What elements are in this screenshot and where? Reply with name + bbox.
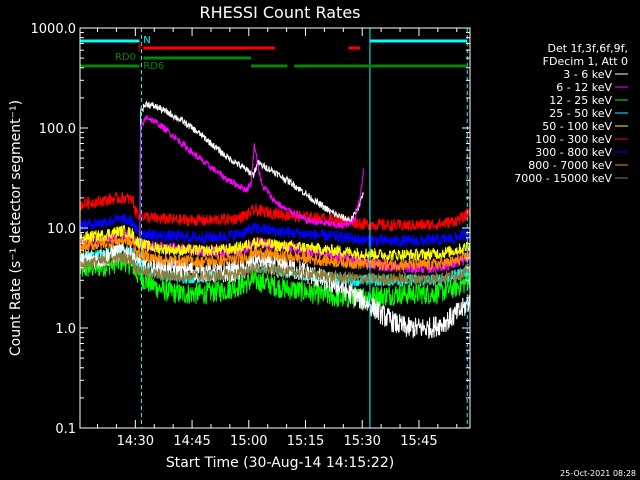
series-12-25-kevkev-line bbox=[79, 251, 471, 309]
series-100-300-kevkev-line bbox=[79, 191, 471, 232]
flag-label-f: F bbox=[138, 43, 144, 54]
flag-label-n: N bbox=[143, 35, 150, 46]
legend-entry-label: 100 - 300 keV bbox=[535, 133, 612, 146]
chart-title: RHESSI Count Rates bbox=[200, 3, 361, 22]
x-tick-label: 15:45 bbox=[400, 434, 437, 449]
y-tick-label: 100.0 bbox=[39, 122, 76, 137]
legend-entry-label: 800 - 7000 keV bbox=[528, 159, 612, 172]
flag-label-rd0: RD0 bbox=[115, 52, 136, 63]
legend-header-line-0: Det 1f,3f,6f,9f, bbox=[547, 42, 628, 55]
y-axis-label: Count Rate (s⁻¹ detector segment⁻¹) bbox=[8, 100, 24, 356]
series-300-800-kevkev-line bbox=[79, 213, 471, 248]
legend-entry-label: 300 - 800 keV bbox=[535, 146, 612, 159]
series-50-100-kevkev-line bbox=[79, 225, 471, 261]
legend-entry-label: 12 - 25 keV bbox=[549, 94, 612, 107]
legend-entry-label: 7000 - 15000 keV bbox=[514, 172, 612, 185]
x-tick-label: 14:30 bbox=[117, 434, 154, 449]
flag-label-rd6: RD6 bbox=[143, 61, 164, 72]
y-tick-label: 1000.0 bbox=[31, 22, 77, 37]
legend-entry-label: 25 - 50 keV bbox=[549, 107, 612, 120]
x-axis-label: Start Time (30-Aug-14 14:15:22) bbox=[166, 455, 394, 471]
x-tick-label: 15:00 bbox=[230, 434, 267, 449]
y-tick-label: 10.0 bbox=[47, 222, 76, 237]
legend-entry-label: 6 - 12 keV bbox=[556, 81, 612, 94]
legend-header-line-1: FDecim 1, Att 0 bbox=[543, 55, 628, 68]
series-800-7000-kevkev-line bbox=[79, 234, 471, 271]
legend-entry-label: 50 - 100 keV bbox=[542, 120, 612, 133]
series-3-6-kevkev-line bbox=[79, 240, 471, 339]
series-7000-15000-kevkev-line bbox=[79, 251, 471, 286]
y-tick-label: 0.1 bbox=[55, 422, 76, 437]
legend-entry-label: 3 - 6 keV bbox=[563, 68, 612, 81]
y-tick-label: 1.0 bbox=[55, 322, 76, 337]
flare-curve-6-12-kevkev-line bbox=[139, 114, 364, 238]
x-tick-label: 15:30 bbox=[343, 434, 380, 449]
x-tick-label: 15:15 bbox=[287, 434, 324, 449]
x-tick-label: 14:45 bbox=[173, 434, 210, 449]
legend: Det 1f,3f,6f,9f,FDecim 1, Att 03 - 6 keV… bbox=[514, 42, 628, 185]
footer-timestamp: 25-Oct-2021 08:28 bbox=[560, 469, 636, 478]
